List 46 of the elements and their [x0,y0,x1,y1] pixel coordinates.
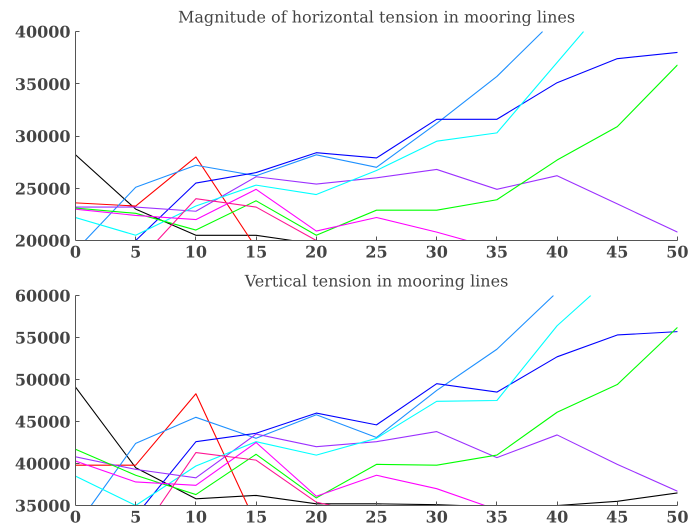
line-series [76,154,293,240]
line-series [76,64,678,236]
y-tick-label: 35000 [14,74,71,94]
x-tick-label: 5 [130,508,142,526]
y-tick-label: 60000 [14,286,71,306]
x-tick-label: 10 [184,242,208,262]
x-tick-label: 0 [70,508,82,526]
y-tick-label: 30000 [14,127,71,146]
line-series [135,52,678,240]
line-series [76,168,678,233]
x-tick-label: 30 [426,508,448,526]
chart-title: Magnitude of horizontal tension in mooring lines [178,8,576,26]
y-tick-label: 20000 [14,232,71,250]
x-tick-label: 40 [546,508,568,526]
line-series [76,188,468,240]
y-tick-label: 55000 [14,328,71,348]
x-tick-label: 25 [365,242,388,262]
x-tick-label: 45 [606,242,628,262]
line-series [76,156,252,240]
x-tick-label: 20 [305,508,328,526]
line-series [76,431,678,492]
x-tick-label: 30 [426,242,448,262]
y-tick-label: 25000 [14,179,71,198]
x-tick-label: 0 [70,242,82,262]
x-tick-label: 35 [486,508,508,526]
line-series [159,452,332,506]
x-tick-label: 50 [666,508,688,526]
line-series [144,331,678,506]
x-tick-label: 15 [244,242,268,262]
x-tick-label: 10 [184,508,208,526]
x-tick-label: 40 [546,242,568,262]
x-tick-label: 45 [606,508,628,526]
y-tick-label: 40000 [14,22,71,42]
x-tick-label: 35 [486,242,508,262]
x-tick-label: 20 [305,242,328,262]
y-tick-label: 35000 [14,496,71,516]
line-series [76,442,486,506]
line-series [76,326,678,498]
x-tick-label: 50 [666,242,688,262]
y-tick-label: 40000 [14,454,71,474]
y-tick-label: 50000 [14,370,71,390]
x-tick-label: 15 [244,508,268,526]
x-tick-label: 5 [130,242,142,262]
y-tick-label: 45000 [14,412,71,432]
chart-title: Vertical tension in mooring lines [244,272,508,290]
x-tick-label: 25 [365,508,388,526]
